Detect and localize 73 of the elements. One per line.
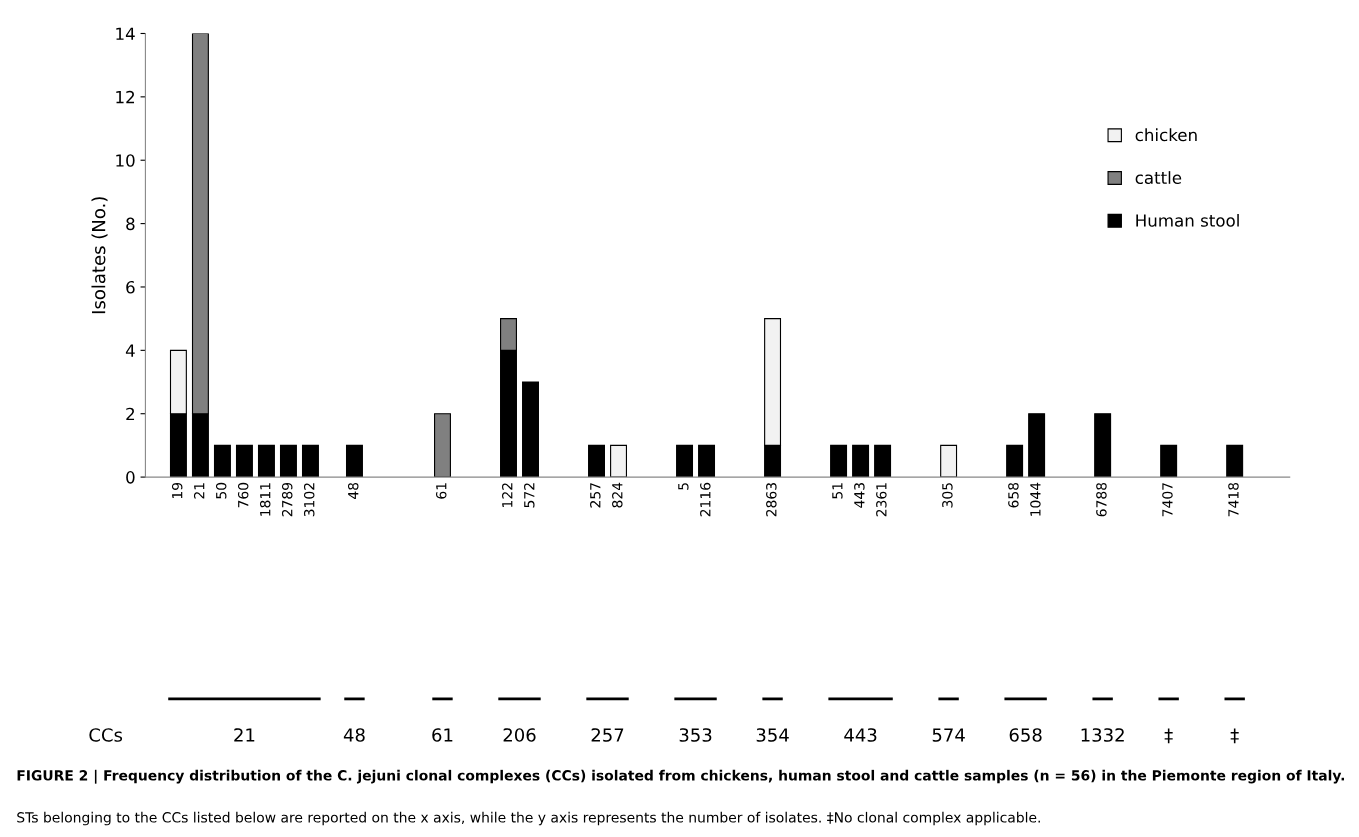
x-tick-label: 2361 <box>876 483 887 517</box>
x-tick-label: 824 <box>612 482 623 508</box>
bar <box>279 444 297 478</box>
text: 206 <box>503 728 536 742</box>
text: ‡ <box>1230 728 1239 744</box>
bar <box>235 444 253 478</box>
x-tick-label: 1811 <box>259 483 271 516</box>
bar <box>676 444 694 478</box>
text: ‡ <box>1164 728 1173 744</box>
bar <box>1028 413 1046 478</box>
legend-label: chicken <box>1135 128 1197 142</box>
x-tick-label: 7418 <box>1228 482 1239 517</box>
text: 354 <box>756 728 789 742</box>
text: 443 <box>844 728 877 742</box>
bar <box>852 444 870 478</box>
text: 574 <box>932 728 965 742</box>
bar <box>301 444 319 478</box>
bar <box>213 444 231 478</box>
bar <box>698 444 716 478</box>
legend-label: Human stool <box>1136 213 1239 227</box>
x-tick-label: 760 <box>237 482 249 508</box>
x-tick-label: 572 <box>524 483 535 508</box>
x-tick-label: 2789 <box>281 482 293 517</box>
bar <box>874 444 892 478</box>
y-tick-label: 10 <box>116 154 135 167</box>
x-tick-label: 305 <box>942 483 953 508</box>
x-tick-label: 51 <box>832 483 843 499</box>
bar <box>1006 444 1024 478</box>
text: STs belonging to the CCs listed below are reported on the x axis, while the y axis represents the number of isolates. ‡No clonal complex applicable. <box>17 811 1040 826</box>
x-tick-label: 2116 <box>700 482 711 517</box>
text: 48 <box>343 728 365 742</box>
x-tick-label: 48 <box>347 482 359 499</box>
x-tick-label: 5 <box>678 483 689 490</box>
x-tick-label: 6788 <box>1096 482 1107 517</box>
x-tick-label: 658 <box>1008 482 1019 508</box>
bar <box>1226 444 1244 478</box>
text: CCs <box>89 728 123 742</box>
bar <box>940 444 958 478</box>
x-tick-label: 19 <box>171 482 183 499</box>
y-tick-label: 0 <box>126 471 135 484</box>
bar <box>522 381 539 478</box>
bar <box>588 444 605 478</box>
x-tick-label: 1044 <box>1030 482 1041 516</box>
x-tick-label: 50 <box>215 482 227 499</box>
y-tick-label: 4 <box>125 344 135 357</box>
y-tick-label: 12 <box>116 90 135 104</box>
x-tick-label: 122 <box>502 483 513 507</box>
text: FIGURE 2 | Frequency distribution of the C. jejuni clonal complexes (CCs) isolated from chickens, human stool and cattle samples (n = 56) in the Piemonte region of Italy. <box>17 769 1345 784</box>
text: 61 <box>432 728 453 742</box>
bar <box>830 444 848 478</box>
y-tick-label: 6 <box>126 280 135 294</box>
bar <box>1160 444 1178 478</box>
legend-label: cattle <box>1135 171 1182 185</box>
x-tick-label: 7407 <box>1162 483 1173 517</box>
text: 21 <box>234 728 255 742</box>
bar <box>257 444 275 478</box>
y-tick-label: 14 <box>116 27 135 40</box>
x-tick-label: 257 <box>590 483 601 508</box>
text: 658 <box>1009 728 1042 742</box>
x-tick-label: 61 <box>436 483 447 499</box>
bar <box>345 444 363 478</box>
y-tick-label: 2 <box>126 407 135 421</box>
x-tick-label: 21 <box>193 483 205 499</box>
x-tick-label: 2863 <box>766 483 777 517</box>
text: 257 <box>591 728 624 742</box>
text: 353 <box>679 728 712 742</box>
y-axis-title: Isolates (No.) <box>91 197 108 314</box>
bar <box>610 444 628 478</box>
y-tick-label: 8 <box>126 217 135 231</box>
x-tick-label: 3102 <box>303 483 315 517</box>
text: 1332 <box>1081 728 1124 742</box>
x-tick-label: 443 <box>854 483 865 508</box>
bar <box>1094 413 1112 478</box>
